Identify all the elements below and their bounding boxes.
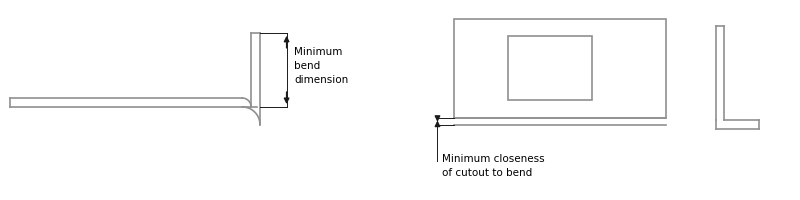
Text: Minimum
bend
dimension: Minimum bend dimension (294, 47, 349, 85)
Bar (509, 36, 592, 100)
Bar (454, 19, 666, 118)
Text: Minimum closeness
of cutout to bend: Minimum closeness of cutout to bend (442, 154, 545, 178)
